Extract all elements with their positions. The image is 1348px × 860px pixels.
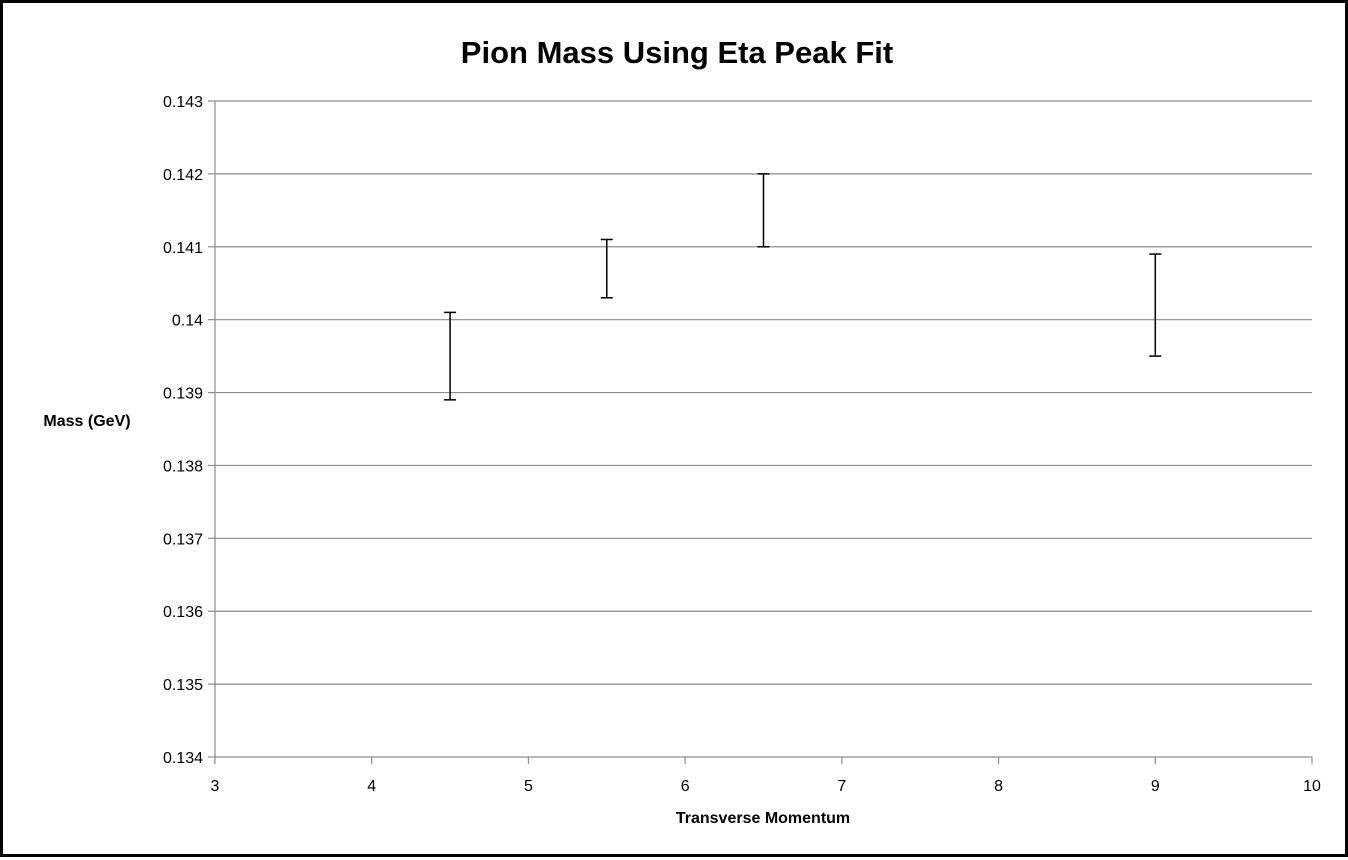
y-tick-label: 0.137 [163,531,203,548]
y-tick-label: 0.138 [163,458,203,475]
y-tick-label: 0.134 [163,750,203,767]
x-tick-label: 9 [1151,778,1160,795]
x-axis-label: Transverse Momentum [676,810,850,827]
y-tick-label: 0.14 [172,313,203,330]
error-bar [444,311,457,401]
data-points [444,173,1162,401]
x-tick-label: 6 [681,778,690,795]
error-bar [600,238,613,299]
x-tick-label: 5 [524,778,533,795]
y-tick-label: 0.143 [163,94,203,111]
x-tick-label: 8 [994,778,1003,795]
y-tick-label: 0.136 [163,604,203,621]
chart-svg: Pion Mass Using Eta Peak Fit 0.1340.1350… [43,35,1321,827]
y-tick-label: 0.139 [163,386,203,403]
axes [208,100,1313,764]
x-tick-label: 4 [367,778,376,795]
y-tick-label: 0.135 [163,677,203,694]
x-tick-label: 3 [211,778,220,795]
y-tick-labels: 0.134 0.135 0.136 0.137 0.138 0.139 0.14 0.141 0… [163,94,203,767]
x-tick-label: 7 [837,778,846,795]
y-axis-label: Mass (GeV) [43,413,130,430]
y-tick-label: 0.142 [163,167,203,184]
x-tick-labels: 3 4 5 6 7 8 9 10 [211,778,1321,795]
error-bar [1149,253,1162,357]
x-tick-label: 10 [1303,778,1321,795]
gridlines [215,100,1312,685]
error-bar [757,173,770,248]
y-tick-label: 0.141 [163,240,203,257]
chart-title: Pion Mass Using Eta Peak Fit [461,35,893,70]
